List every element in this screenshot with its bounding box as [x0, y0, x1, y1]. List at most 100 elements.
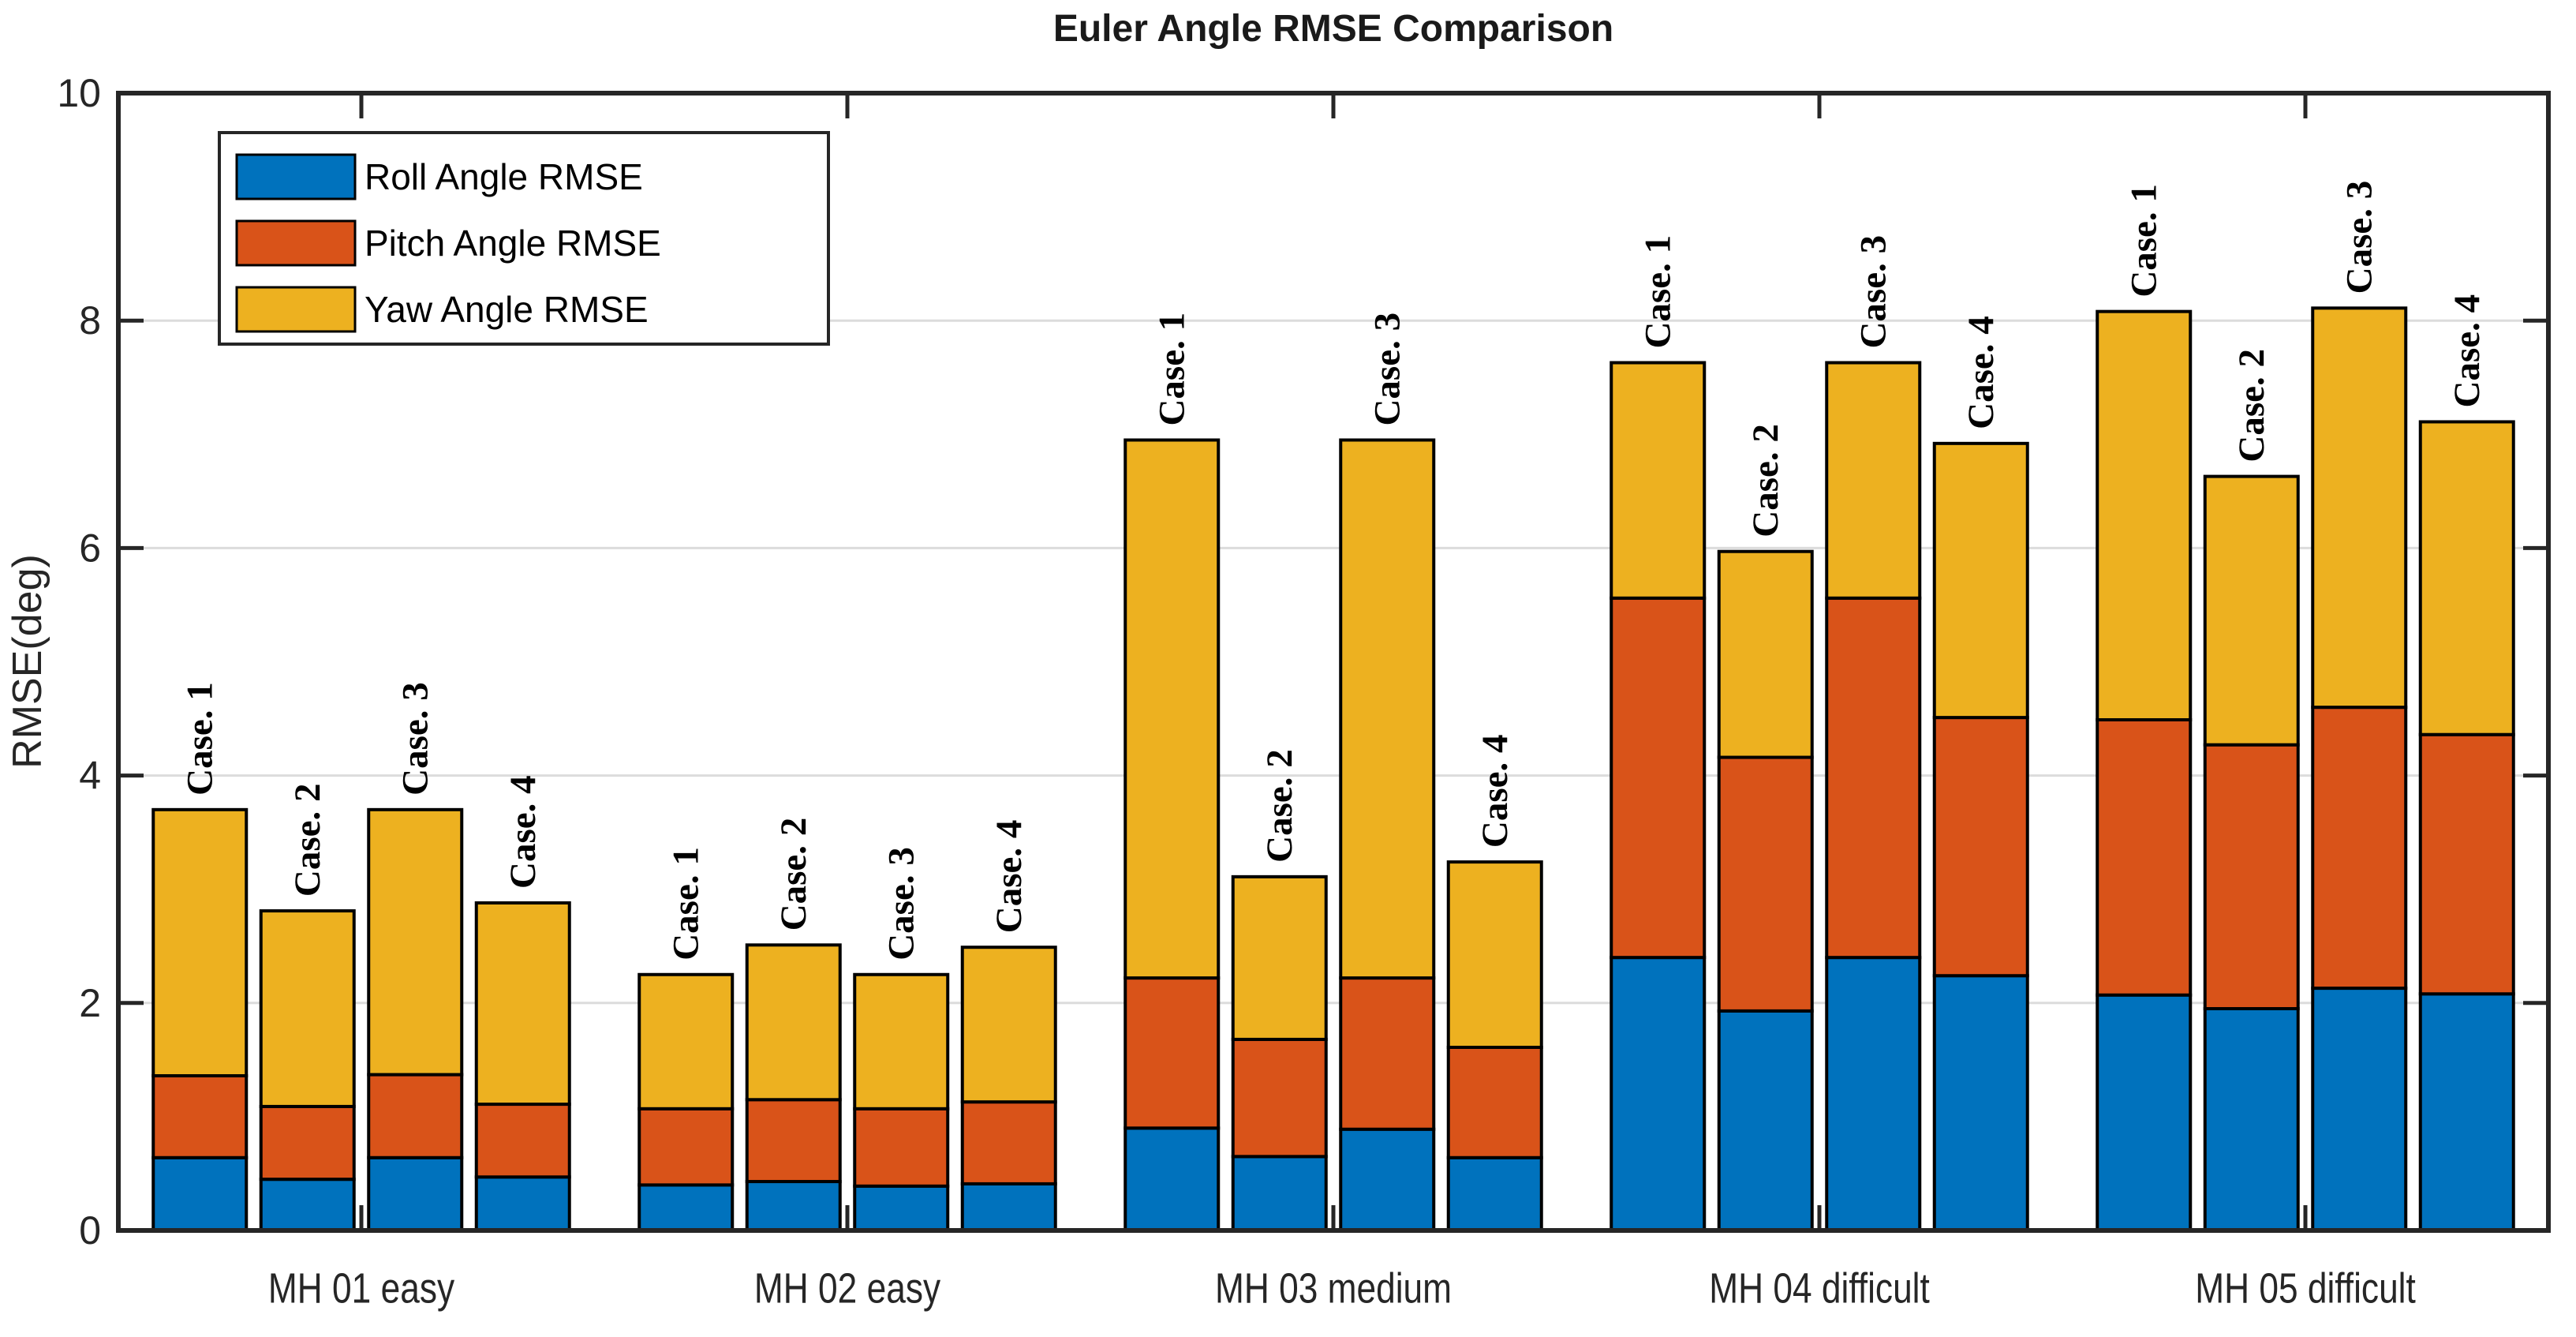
y-tick-label: 2: [79, 981, 101, 1025]
legend-label-roll: Roll Angle RMSE: [365, 156, 643, 197]
bar-segment-mh-01-easy-case2-series0: [259, 1178, 356, 1233]
bar-segment-mh-02-easy-case1-series2: [637, 972, 735, 1110]
y-tick-label: 6: [79, 526, 101, 570]
bar-segment-mh-03-medium-case1-series0: [1123, 1126, 1221, 1233]
bars: [151, 306, 2515, 1233]
legend-swatch-roll: [235, 153, 357, 200]
legend-swatch-yaw: [235, 286, 357, 333]
legend: Roll Angle RMSE Pitch Angle RMSE Yaw Ang…: [218, 131, 830, 346]
axes: [116, 91, 2551, 1233]
bar-segment-mh-04-difficult-case4-series2: [1932, 441, 2029, 720]
bar-segment-mh-03-medium-case4-series0: [1446, 1155, 1543, 1232]
legend-swatch-pitch: [235, 219, 357, 267]
bar-segment-mh-01-easy-case3-series0: [367, 1155, 464, 1232]
bar-segment-mh-03-medium-case1-series2: [1123, 438, 1221, 980]
bar-segment-mh-05-difficult-case3-series2: [2311, 306, 2408, 710]
bar-segment-mh-05-difficult-case4-series2: [2418, 420, 2515, 736]
bar-segment-mh-04-difficult-case3-series0: [1825, 956, 1922, 1233]
x-tick-label: MH 02 easy: [754, 1264, 940, 1312]
bar-segment-mh-03-medium-case3-series1: [1339, 976, 1436, 1131]
bar-segment-mh-02-easy-case2-series1: [745, 1098, 842, 1184]
bar-segment-mh-01-easy-case1-series0: [151, 1155, 249, 1232]
case-label: Case. 2: [1259, 749, 1300, 863]
bar-segment-mh-05-difficult-case4-series0: [2418, 992, 2515, 1232]
bar-segment-mh-04-difficult-case1-series1: [1610, 596, 1707, 960]
case-labels: Case. 1 Case. 2 Case. 3 Case. 4 Case. 1 Case.…: [179, 181, 2488, 961]
y-tick-label: 10: [57, 71, 101, 115]
bar-segment-mh-04-difficult-case1-series2: [1610, 361, 1707, 600]
case-label: Case. 4: [503, 775, 544, 889]
case-label: Case. 2: [773, 818, 814, 931]
x-tick-label: MH 05 difficult: [2195, 1264, 2416, 1312]
case-label: Case. 3: [880, 847, 922, 961]
bar-segment-mh-03-medium-case2-series0: [1231, 1155, 1328, 1232]
bar-segment-mh-05-difficult-case3-series0: [2311, 987, 2408, 1233]
bar-segment-mh-02-easy-case2-series2: [745, 943, 842, 1102]
bar-segment-mh-04-difficult-case2-series2: [1717, 549, 1814, 759]
case-label: Case. 1: [665, 847, 706, 961]
bar-segment-mh-02-easy-case1-series0: [637, 1183, 735, 1232]
bar-segment-mh-01-easy-case2-series2: [259, 909, 356, 1108]
bar-segment-mh-05-difficult-case2-series0: [2203, 1007, 2300, 1232]
bar-segment-mh-01-easy-case3-series1: [367, 1073, 464, 1159]
chart-title: Euler Angle RMSE Comparison: [1053, 8, 1613, 50]
case-label: Case. 3: [2339, 181, 2380, 294]
bar-segment-mh-02-easy-case3-series2: [853, 972, 950, 1110]
y-tick-label: 0: [79, 1208, 101, 1253]
case-label: Case. 1: [179, 682, 220, 796]
bar-segment-mh-02-easy-case2-series0: [745, 1180, 842, 1232]
case-label: Case. 2: [1745, 424, 1786, 537]
bar-segment-mh-05-difficult-case1-series2: [2096, 309, 2193, 721]
bar-segment-mh-03-medium-case2-series2: [1231, 874, 1328, 1041]
case-label: Case. 3: [394, 682, 436, 796]
case-label: Case. 4: [1475, 735, 1516, 848]
bar-segment-mh-02-easy-case3-series0: [853, 1184, 950, 1233]
tick-labels: MH 01 easy MH 02 easy MH 03 medium MH 04 di…: [57, 71, 2416, 1313]
case-label: Case. 4: [1961, 316, 2002, 429]
x-tick-label: MH 01 easy: [268, 1264, 454, 1312]
bar-segment-mh-05-difficult-case1-series1: [2096, 717, 2193, 997]
case-label: Case. 4: [2447, 294, 2488, 408]
bar-segment-mh-03-medium-case2-series1: [1231, 1037, 1328, 1159]
bar-segment-mh-01-easy-case1-series2: [151, 807, 249, 1078]
bar-segment-mh-01-easy-case4-series2: [474, 901, 571, 1107]
case-label: Case. 2: [287, 783, 328, 897]
bar-segment-mh-05-difficult-case2-series2: [2203, 474, 2300, 747]
case-label: Case. 3: [1367, 313, 1408, 426]
bar-segment-mh-04-difficult-case4-series0: [1932, 974, 2029, 1232]
bar-segment-mh-03-medium-case1-series1: [1123, 976, 1221, 1130]
bar-segment-mh-01-easy-case4-series1: [474, 1103, 571, 1179]
bar-segment-mh-02-easy-case3-series1: [853, 1107, 950, 1188]
bar-segment-mh-02-easy-case4-series0: [960, 1182, 1057, 1232]
bar-segment-mh-04-difficult-case3-series2: [1825, 361, 1922, 600]
y-tick-label: 4: [79, 754, 101, 798]
bar-segment-mh-04-difficult-case2-series0: [1717, 1009, 1814, 1232]
bar-segment-mh-03-medium-case4-series1: [1446, 1045, 1543, 1159]
bar-segment-mh-04-difficult-case4-series1: [1932, 716, 2029, 978]
bar-segment-mh-03-medium-case3-series2: [1339, 438, 1436, 980]
case-label: Case. 1: [1637, 235, 1678, 349]
bar-segment-mh-03-medium-case4-series2: [1446, 860, 1543, 1049]
bar-segment-mh-04-difficult-case1-series0: [1610, 956, 1707, 1233]
bar-segment-mh-05-difficult-case3-series1: [2311, 706, 2408, 991]
bar-segment-mh-05-difficult-case2-series1: [2203, 743, 2300, 1011]
bar-segment-mh-01-easy-case2-series1: [259, 1104, 356, 1182]
bar-segment-mh-02-easy-case1-series1: [637, 1107, 735, 1187]
x-tick-label: MH 04 difficult: [1709, 1264, 1930, 1312]
legend-label-yaw: Yaw Angle RMSE: [365, 289, 649, 330]
bar-segment-mh-02-easy-case4-series1: [960, 1100, 1057, 1185]
bar-segment-mh-03-medium-case3-series0: [1339, 1127, 1436, 1232]
legend-label-pitch: Pitch Angle RMSE: [365, 223, 661, 264]
case-label: Case. 3: [1853, 235, 1894, 349]
bar-segment-mh-04-difficult-case3-series1: [1825, 596, 1922, 960]
plot-box: [116, 91, 2551, 1233]
bar-segment-mh-01-easy-case4-series0: [474, 1175, 571, 1232]
case-label: Case. 1: [1151, 313, 1192, 426]
case-label: Case. 4: [989, 820, 1030, 934]
case-label: Case. 1: [2123, 184, 2164, 298]
bar-segment-mh-02-easy-case4-series2: [960, 946, 1057, 1104]
x-tick-label: MH 03 medium: [1215, 1264, 1452, 1312]
y-axis-label: RMSE(deg): [5, 554, 50, 769]
